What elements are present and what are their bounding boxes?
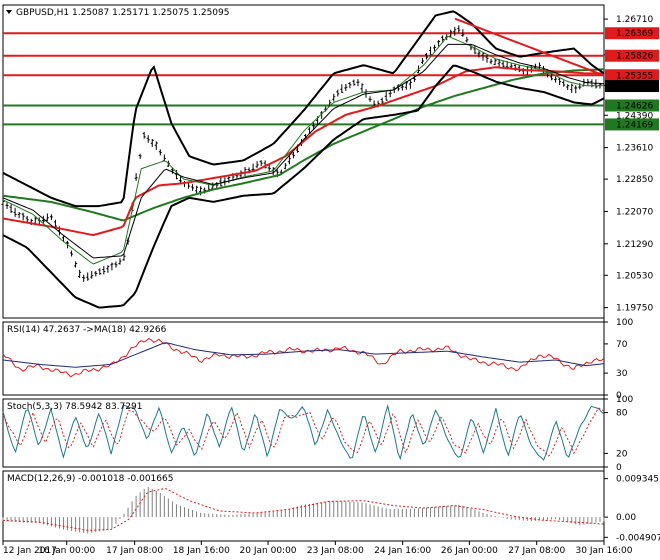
- rsi-y-tick-label: 30: [616, 369, 628, 379]
- stochastic-y-tick-label: 0: [616, 463, 622, 473]
- price-y-tick-label: 1.20530: [616, 271, 653, 281]
- rsi-panel: 100 70 30 0 RSI(14) 47.2637 ->MA(18) 42.9266: [2, 318, 633, 401]
- current-price-label: 1.25095: [616, 82, 653, 92]
- x-axis-label: 16 Jan 00:00: [38, 546, 95, 556]
- price-level-tag-label: 1.24626: [616, 101, 653, 111]
- price-y-tick-label: 1.23610: [616, 144, 653, 154]
- trendline[interactable]: [454, 17, 605, 77]
- price-panel: 1.267101.258501.243901.236101.228501.220…: [1, 8, 659, 314]
- x-axis-label: 17 Jan 08:00: [106, 546, 163, 556]
- x-axis-label: 23 Jan 08:00: [307, 546, 364, 556]
- macd-signal-line[interactable]: [2, 488, 605, 531]
- price-bb_upper-line[interactable]: [2, 10, 605, 208]
- x-axis-label: 12 Jan 2017: [3, 546, 57, 556]
- down-triangle-icon: [6, 10, 12, 14]
- macd-panel: 0.009345 0.00 -0.004907 MACD(12,26,9) -0.00…: [2, 474, 660, 543]
- x-axis-label: 26 Jan 00:00: [441, 546, 498, 556]
- price-level-tag: [605, 27, 659, 40]
- price-level-tag-label: 1.24169: [616, 120, 653, 130]
- price-level-tag-label: 1.25826: [616, 52, 653, 62]
- price-level-tag: [605, 69, 659, 82]
- macd-y-tick-label: -0.004907: [616, 533, 660, 543]
- rsi-rsi-line[interactable]: [2, 337, 605, 378]
- rsi-title: RSI(14) 47.2637 ->MA(18) 42.9266: [7, 325, 167, 335]
- price-y-tick-label: 1.21290: [616, 240, 653, 250]
- price-level-tag-label: 1.26369: [616, 29, 653, 39]
- stochastic-title: Stoch(5,3,3) 78.5942 83.7291: [7, 402, 142, 412]
- stochastic-y-tick-label: 100: [616, 395, 633, 405]
- x-axis-label: 24 Jan 16:00: [374, 546, 431, 556]
- price-y-tick-label: 1.26710: [616, 15, 653, 25]
- price-y-tick-label: 1.19750: [616, 304, 653, 314]
- x-axis-label: 30 Jan 16:00: [576, 546, 633, 556]
- price-ma200-line[interactable]: [2, 68, 605, 222]
- rsi-y-tick-label: 0: [616, 391, 622, 401]
- x-axis-label: 18 Jan 16:00: [173, 546, 230, 556]
- price-level-tag: [605, 118, 659, 131]
- stochastic-y-tick-label: 80: [616, 409, 628, 419]
- price-y-tick-label: 1.24390: [616, 111, 653, 121]
- stochastic-y-tick-label: 20: [616, 449, 628, 459]
- price-ma_mid-line[interactable]: [2, 43, 605, 259]
- price-y-tick-label: 1.22850: [616, 175, 653, 185]
- price-ma50-line[interactable]: [2, 66, 604, 237]
- price-level-tag: [605, 49, 659, 62]
- price-y-tick-label: 1.22070: [616, 207, 653, 217]
- current-price-tag: [605, 80, 659, 93]
- rsi-y-tick-label: 100: [616, 318, 633, 328]
- chart-title: GBPUSD,H1 1.25087 1.25171 1.25075 1.2509…: [16, 8, 229, 18]
- price-ma_fast-line[interactable]: [2, 35, 604, 265]
- x-axis-label: 27 Jan 08:00: [508, 546, 565, 556]
- price-bb_lower-line[interactable]: [2, 64, 605, 309]
- price-level-tag-label: 1.25355: [616, 71, 653, 81]
- x-axis-label: 20 Jan 00:00: [240, 546, 297, 556]
- stochastic-d-line[interactable]: [2, 407, 605, 457]
- price-level-tag: [605, 99, 659, 112]
- macd-title: MACD(12,26,9) -0.001018 -0.001665: [7, 474, 173, 484]
- stochastic-panel: 100 80 20 0 Stoch(5,3,3) 78.5942 83.7291: [2, 395, 633, 473]
- macd-y-tick-label: 0.00: [616, 513, 636, 523]
- rsi-ma-line[interactable]: [2, 342, 605, 368]
- rsi-y-tick-label: 70: [616, 340, 628, 350]
- stochastic-k-line[interactable]: [2, 403, 605, 461]
- macd-y-tick-label: 0.009345: [616, 475, 659, 485]
